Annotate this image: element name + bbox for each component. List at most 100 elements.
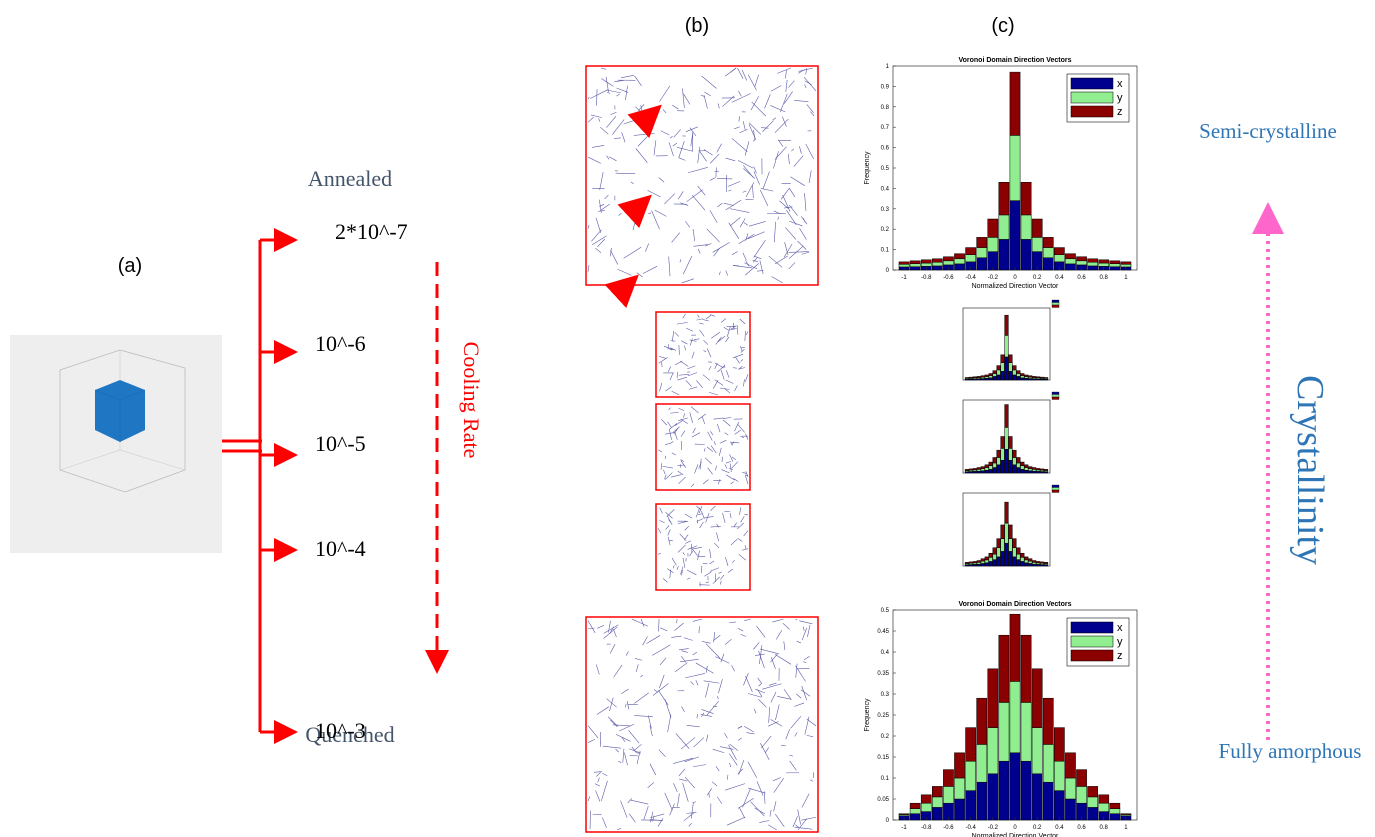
vector (715, 766, 720, 772)
vector (701, 565, 703, 574)
bar-segment (976, 562, 981, 565)
vector (602, 817, 607, 829)
x-tick-label: -1 (901, 275, 907, 281)
vector (678, 157, 686, 161)
vector (749, 221, 766, 227)
vector (799, 228, 807, 240)
bar-segment (1032, 469, 1037, 472)
vector (678, 768, 686, 777)
bar-segment (1028, 470, 1033, 474)
bar-segment (1000, 436, 1005, 449)
bar-segment (976, 467, 981, 470)
bar-segment (984, 464, 989, 468)
bar-segment (932, 261, 943, 267)
bar-segment (932, 786, 943, 798)
bar-segment (1000, 362, 1005, 372)
bar-segment (1065, 798, 1076, 821)
vector (795, 824, 799, 828)
bar-segment (1087, 807, 1098, 821)
vector (744, 374, 749, 382)
vector (767, 721, 779, 727)
vector (719, 439, 727, 444)
vector (743, 222, 748, 226)
bar-segment (965, 790, 976, 821)
bar-segment (1028, 375, 1033, 378)
y-tick-label: 0.1 (881, 776, 890, 782)
bar-segment (1065, 777, 1076, 800)
vector (722, 512, 726, 523)
bar-segment (1032, 562, 1037, 565)
histogram: 0 0.1 0.2 0.3 0.4 0.5 0.6 0.7 0.8 0.9 1 -1 -0.8 -0.6 -… (864, 57, 1138, 290)
vector (774, 654, 792, 665)
vector (728, 621, 736, 624)
y-tick-label: 0.5 (881, 166, 890, 172)
simulation-box (10, 335, 222, 553)
x-tick-label: -0.4 (965, 275, 976, 281)
x-tick-label: 0.4 (1055, 275, 1064, 281)
vector (660, 627, 668, 632)
vector (764, 747, 769, 753)
bar-segment (1016, 376, 1021, 381)
annealed-label: Annealed (308, 166, 392, 191)
vector (801, 251, 810, 255)
vector (670, 340, 676, 342)
vector (702, 374, 711, 381)
vector (678, 140, 685, 158)
bar-segment (1004, 427, 1009, 450)
vector (737, 768, 744, 774)
bar-segment (1012, 365, 1017, 371)
vector (675, 733, 690, 749)
vector (689, 339, 697, 342)
vector (730, 538, 738, 546)
vector (692, 618, 703, 622)
vector (696, 713, 698, 719)
bar-segment (1009, 200, 1021, 271)
vector (732, 265, 753, 269)
vector (609, 247, 612, 257)
bar-segment (932, 265, 943, 271)
vector (634, 658, 643, 661)
legend-swatch (1070, 635, 1114, 648)
vector (601, 780, 608, 802)
vector (649, 725, 653, 737)
bar-segment (1054, 727, 1065, 762)
vector (745, 433, 749, 440)
vector (587, 725, 599, 739)
bar-segment (1087, 796, 1098, 808)
vector (603, 626, 618, 639)
vector (697, 314, 700, 318)
vector (758, 650, 765, 669)
vector (800, 689, 811, 697)
vector (753, 129, 756, 141)
vector (743, 379, 745, 387)
vector (785, 69, 787, 79)
vector (628, 813, 636, 823)
vector (789, 760, 797, 771)
bar-segment (954, 777, 965, 800)
vector (797, 809, 801, 825)
bar-segment (1020, 557, 1025, 562)
vector (636, 750, 641, 765)
vector (676, 618, 678, 624)
vector (677, 544, 686, 553)
vector (671, 232, 680, 243)
vector (754, 708, 757, 714)
vector (729, 454, 734, 462)
vector (689, 412, 693, 423)
vector (806, 718, 817, 727)
vector (794, 732, 798, 737)
vector (795, 665, 806, 682)
vector (785, 79, 788, 92)
vector (680, 737, 696, 750)
vector (712, 576, 720, 584)
vector (685, 540, 691, 544)
vector (587, 116, 594, 123)
x-tick-label: 0.2 (1033, 275, 1042, 281)
vector (587, 627, 595, 630)
bar-segment (954, 752, 965, 779)
vector (754, 74, 759, 87)
vector (689, 338, 693, 346)
vector (683, 812, 695, 822)
vector (700, 94, 705, 98)
vector (743, 672, 749, 686)
